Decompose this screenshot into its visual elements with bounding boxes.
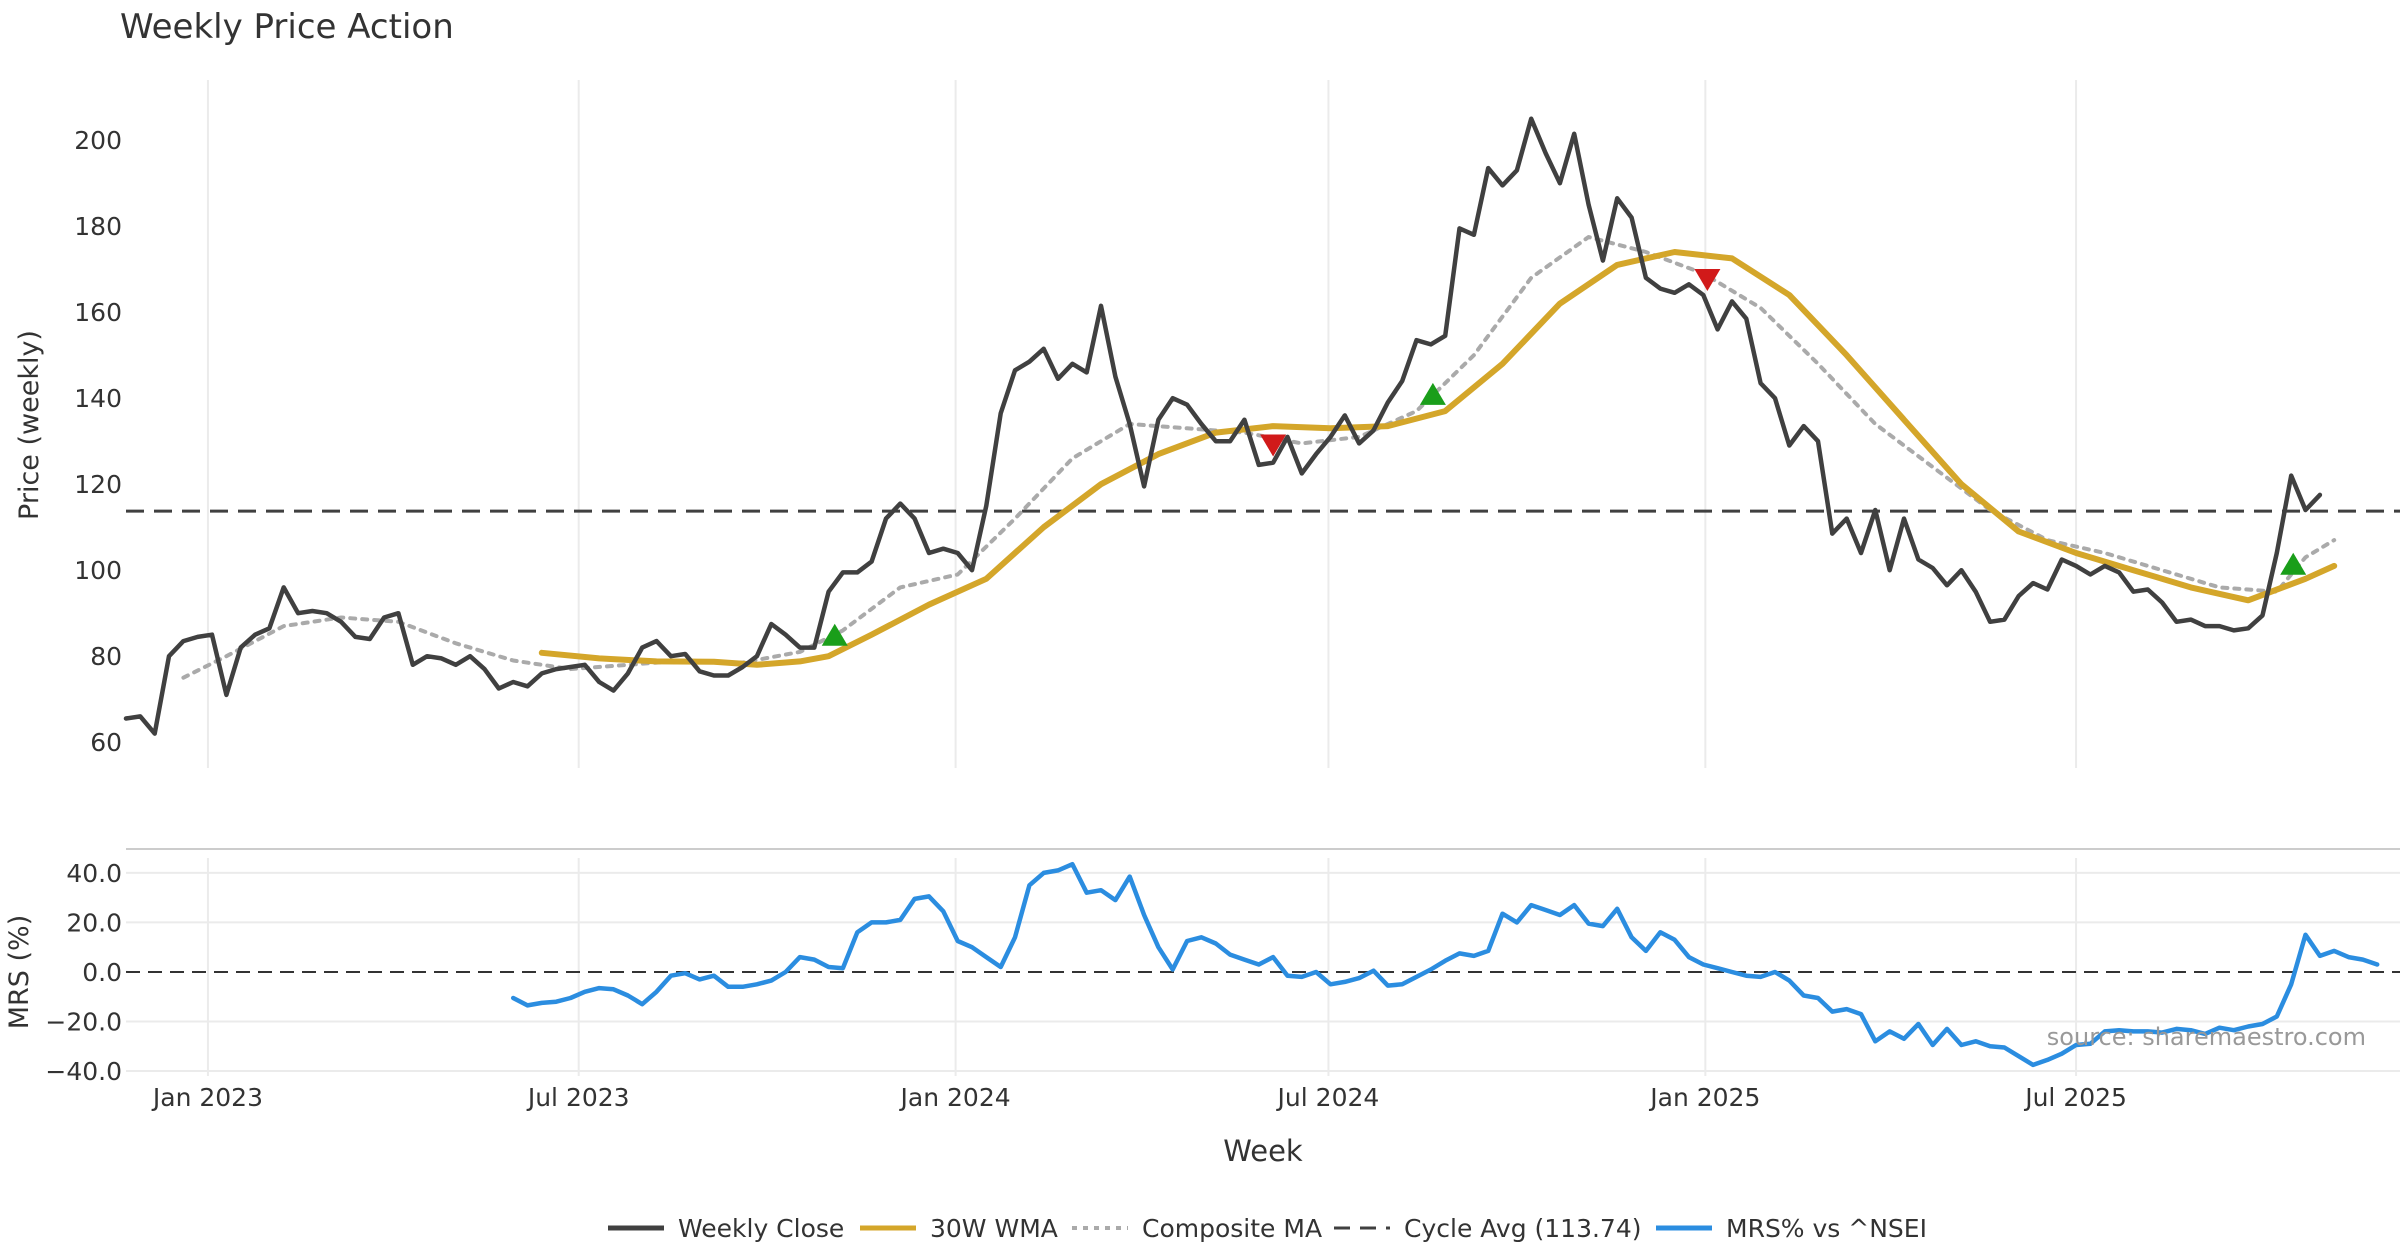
mrs-y-axis-label: MRS (%) <box>4 915 35 1030</box>
sell-signal-marker <box>1260 434 1287 457</box>
weekly-close-line <box>123 116 2323 736</box>
x-tick-label: Jul 2025 <box>2023 1083 2127 1112</box>
mrs-panel: −40.0 −20.0 0.0 20.0 40.0 MRS (%) source: sh… <box>4 858 2400 1086</box>
mrs-y-tick-label: −20.0 <box>45 1008 122 1037</box>
legend-label: 30W WMA <box>930 1214 1058 1243</box>
signal-markers <box>821 268 2307 646</box>
price-y-tick-label: 180 <box>74 212 122 241</box>
price-y-ticks: 60 80 100 120 140 160 180 200 <box>74 126 122 757</box>
x-tick-label: Jul 2024 <box>1276 1083 1380 1112</box>
mrs-grid <box>126 858 2400 1076</box>
mrs-y-tick-label: 0.0 <box>82 958 122 987</box>
mrs-y-tick-label: 20.0 <box>66 908 122 937</box>
price-y-tick-label: 140 <box>74 384 122 413</box>
legend-label: MRS% vs ^NSEI <box>1726 1214 1927 1243</box>
buy-signal-marker <box>2280 552 2307 575</box>
x-tick-label: Jul 2023 <box>526 1083 630 1112</box>
x-axis-ticks: Jan 2023 Jul 2023 Jan 2024 Jul 2024 Jan 2025… <box>151 1083 2127 1112</box>
price-y-tick-label: 60 <box>90 728 122 757</box>
x-tick-label: Jan 2025 <box>1648 1083 1760 1112</box>
watermark-text: source: sharemaestro.com <box>2047 1023 2366 1051</box>
legend: Weekly Close 30W WMA Composite MA Cycle Avg… <box>608 1214 1927 1243</box>
x-tick-label: Jan 2024 <box>899 1083 1011 1112</box>
price-grid <box>206 80 2078 768</box>
mrs-line <box>510 861 2380 1068</box>
legend-label: Cycle Avg (113.74) <box>1404 1214 1642 1243</box>
price-y-tick-label: 80 <box>90 642 122 671</box>
x-tick-label: Jan 2023 <box>151 1083 263 1112</box>
x-axis-label: Week <box>1223 1134 1303 1168</box>
mrs-y-tick-label: −40.0 <box>45 1057 122 1086</box>
buy-signal-marker <box>821 623 848 646</box>
price-panel: 60 80 100 120 140 160 180 200 Price (weekly) <box>14 80 2400 768</box>
price-y-axis-label: Price (weekly) <box>14 330 45 520</box>
legend-label: Weekly Close <box>678 1214 844 1243</box>
legend-label: Composite MA <box>1142 1214 1322 1243</box>
chart-title: Weekly Price Action <box>120 7 454 47</box>
wma-30w-line <box>538 249 2338 668</box>
price-y-tick-label: 120 <box>74 470 122 499</box>
mrs-series-group <box>510 861 2380 1068</box>
price-series-group <box>123 116 2338 736</box>
mrs-y-ticks: −40.0 −20.0 0.0 20.0 40.0 <box>45 859 122 1086</box>
buy-signal-marker <box>1419 382 1446 405</box>
price-y-tick-label: 200 <box>74 126 122 155</box>
sell-signal-marker <box>1694 268 1721 291</box>
mrs-y-tick-label: 40.0 <box>66 859 122 888</box>
price-y-tick-label: 100 <box>74 556 122 585</box>
price-y-tick-label: 160 <box>74 298 122 327</box>
